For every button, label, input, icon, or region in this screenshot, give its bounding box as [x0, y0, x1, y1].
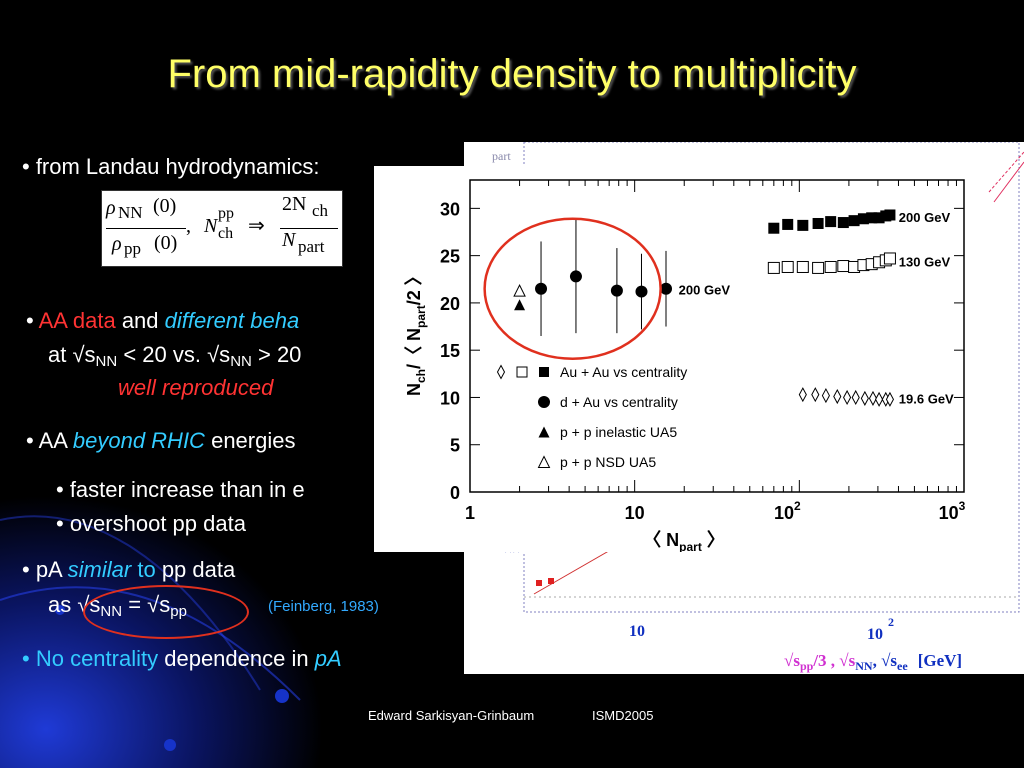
legend-marker [516, 366, 528, 378]
legend-label-auau: Au + Au vs centrality [560, 364, 687, 380]
y-tick-label-15: 15 [440, 341, 460, 361]
data-point-1-5 [837, 260, 850, 273]
well-reproduced-text: well reproduced [118, 375, 274, 400]
data-point-2-5 [851, 389, 860, 406]
legend-marker [538, 426, 550, 438]
data-point-2-4 [843, 389, 852, 406]
data-point-2-8 [875, 391, 884, 407]
bg-tick-100: 10 [867, 626, 883, 643]
bullet-landau: • from Landau hydrodynamics: [22, 154, 320, 179]
main-plot: 0 5 10 15 20 25 30 1 10 102 103 〈 Npart 〉 Nch/〈 Npar… [374, 166, 986, 554]
data-point-0-1 [782, 218, 794, 230]
x-axis-label: 〈 Npart 〉 [643, 530, 725, 552]
data-point-3-4 [660, 282, 673, 295]
data-point-1-1 [781, 260, 794, 273]
annotation-200gev-dau: 200 GeV [679, 283, 731, 298]
legend-marker [496, 364, 506, 380]
footer-conference: ISMD2005 [592, 708, 654, 723]
data-point-0-0 [768, 222, 780, 234]
data-point-0-6 [848, 215, 860, 227]
data-point-3-1 [569, 270, 582, 283]
data-point-2-6 [860, 390, 869, 406]
bullet-aa-data: • AA data and different beha [26, 308, 300, 333]
legend-label-ua5-nsd: p + p NSD UA5 [560, 454, 656, 470]
bullet-pa-similar: • pA similar to pp data [22, 557, 236, 582]
data-point-2-2 [821, 388, 830, 404]
y-tick-label-5: 5 [450, 436, 460, 456]
x-tick-exponent: 3 [959, 499, 966, 513]
data-point-0-7 [857, 213, 869, 225]
data-point-3-2 [610, 284, 623, 297]
data-point-1-4 [824, 260, 837, 273]
reference-citation: (Feinberg, 1983) [268, 598, 379, 615]
x-tick-label-2: 102 [774, 499, 801, 523]
x-tick-label-0: 1 [465, 503, 475, 523]
data-point-0-5 [837, 217, 849, 229]
landau-formula: ρ NN (0) ρ pp (0) , N pp ch ⇒ 2N ch N pa… [101, 190, 343, 267]
data-point-2-1 [811, 387, 820, 403]
footer-author: Edward Sarkisyan-Grinbaum [368, 708, 535, 723]
bg-tick-exp: 2 [888, 615, 894, 629]
highlight-circle-dau [483, 217, 662, 360]
annotation-19gev: 19.6 GeV [899, 391, 954, 406]
data-point-2-3 [833, 388, 842, 405]
data-point-3-0 [535, 282, 548, 295]
data-point-1-2 [796, 260, 809, 273]
legend-marker [539, 367, 549, 377]
data-point-0-8 [866, 212, 878, 224]
data-point-2-7 [868, 390, 878, 406]
data-point-2-10 [885, 391, 895, 407]
x-tick-label-3: 103 [939, 499, 966, 523]
data-point-1-0 [767, 261, 780, 274]
bullet-faster-increase: • faster increase than in e [56, 477, 305, 502]
highlight-circle-sqrt-s [83, 585, 249, 639]
x-tick-label-1: 10 [625, 503, 645, 523]
legend-marker [538, 396, 550, 408]
y-tick-label-0: 0 [450, 483, 460, 503]
bg-x-axis-label: √spp/3 , √sNN, √see [GeV] [784, 651, 962, 673]
y-axis-label: Nch/〈 Npart/2 〉 [404, 267, 428, 396]
data-point-0-9 [873, 212, 885, 224]
bullet-no-centrality: • No centrality dependence in pA [22, 646, 342, 671]
y-tick-label-20: 20 [440, 294, 460, 314]
data-point-0-4 [825, 216, 837, 228]
y-tick-label-30: 30 [440, 199, 460, 219]
bg-tick-10: 10 [629, 623, 645, 640]
data-point-2-0 [798, 387, 807, 403]
legend-label-dau: d + Au vs centrality [560, 394, 678, 410]
data-point-1-3 [812, 261, 825, 274]
data-point-0-2 [797, 219, 809, 231]
bullet-aa-energy: at √sNN < 20 vs. √sNN > 20 [48, 342, 302, 370]
data-point-3-3 [635, 285, 648, 298]
data-point-0-3 [812, 217, 824, 229]
bullet-overshoot: • overshoot pp data [56, 511, 246, 536]
data-point-0-11 [884, 209, 896, 221]
y-tick-label-25: 25 [440, 247, 460, 267]
bg-corner-label: part [492, 149, 511, 163]
legend-marker [537, 455, 551, 468]
plot-frame [469, 179, 965, 493]
data-point-5-0 [513, 284, 526, 297]
y-tick-label-10: 10 [440, 388, 460, 408]
annotation-200gev-auau: 200 GeV [899, 210, 951, 225]
data-point-4-0 [514, 299, 526, 311]
slide-title: From mid-rapidity density to multiplicit… [167, 52, 857, 96]
annotation-130gev: 130 GeV [899, 254, 951, 269]
bullet-beyond-rhic: • AA beyond RHIC energies [26, 428, 296, 453]
legend-label-ua5-inel: p + p inelastic UA5 [560, 424, 677, 440]
data-point-1-11 [883, 252, 896, 265]
x-tick-exponent: 2 [794, 499, 801, 513]
